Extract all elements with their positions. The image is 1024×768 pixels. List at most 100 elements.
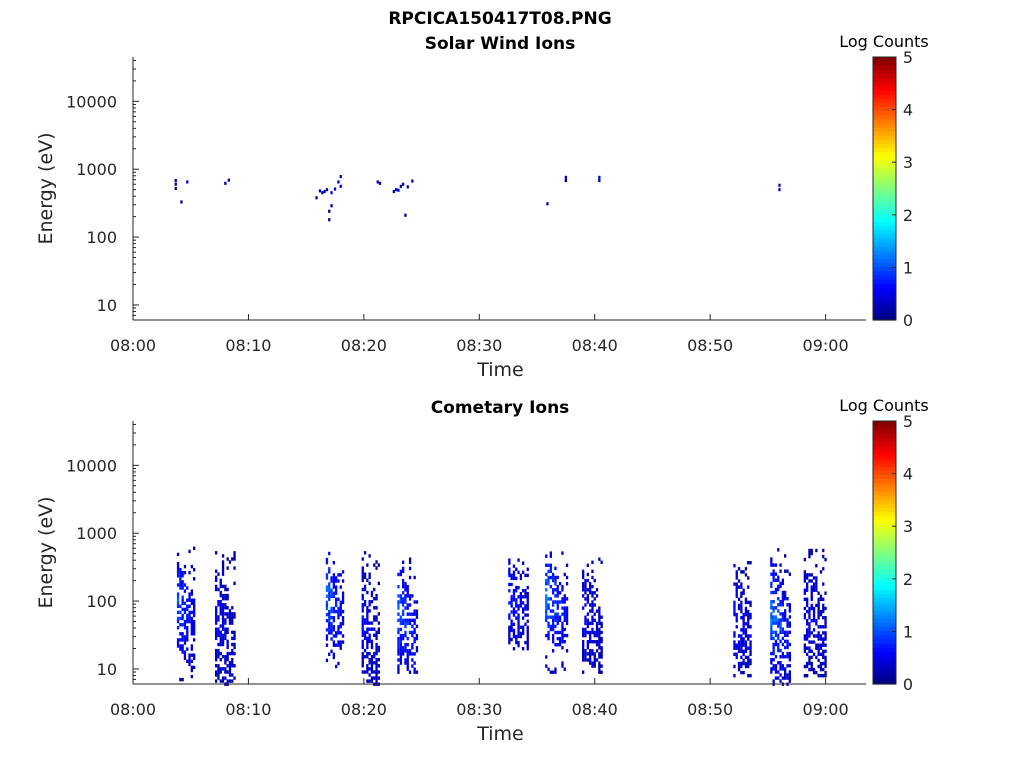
data-cell	[510, 604, 513, 608]
data-cell	[217, 618, 220, 622]
colorbar-segment	[873, 573, 896, 578]
data-cell	[549, 569, 552, 574]
data-cell	[186, 619, 189, 624]
data-cell	[744, 597, 748, 601]
data-cell	[817, 652, 820, 656]
data-cell	[224, 606, 227, 610]
colorbar-tick-label: 3	[903, 153, 913, 172]
data-cell	[552, 572, 555, 577]
data-cell	[328, 218, 331, 222]
colorbar-segment	[873, 283, 896, 288]
data-cell	[368, 636, 371, 641]
data-cell	[181, 677, 184, 682]
data-cell	[747, 625, 750, 629]
data-cell	[815, 576, 818, 580]
data-cell	[415, 646, 419, 650]
data-cell	[600, 655, 603, 659]
data-cell	[335, 643, 338, 647]
data-cell	[404, 606, 407, 610]
data-cell	[341, 570, 345, 574]
colorbar-segment	[873, 642, 896, 648]
colorbar-segment	[873, 258, 896, 264]
data-cell	[595, 649, 599, 653]
data-cell	[399, 646, 402, 650]
data-cell	[368, 679, 371, 683]
data-cell	[231, 621, 234, 625]
data-cell	[176, 595, 180, 599]
data-cell	[517, 631, 520, 636]
data-cell	[812, 609, 816, 614]
data-cell	[563, 594, 566, 598]
data-cell	[812, 582, 816, 586]
data-cell	[337, 628, 340, 632]
data-cell	[779, 673, 782, 677]
data-cell	[740, 664, 743, 669]
data-cell	[810, 661, 813, 666]
data-cell	[772, 651, 775, 656]
data-cell	[593, 597, 596, 601]
data-cell	[519, 598, 522, 602]
data-cell	[176, 641, 180, 645]
data-cell	[193, 568, 196, 572]
data-cell	[512, 573, 516, 578]
data-cell	[815, 588, 818, 592]
data-cell	[217, 676, 220, 680]
data-cell	[806, 622, 809, 626]
data-cell	[591, 615, 594, 619]
data-cell	[556, 630, 559, 635]
data-cell	[600, 615, 603, 619]
data-cell	[774, 615, 778, 619]
colorbar-segment	[873, 118, 896, 124]
data-cell	[226, 612, 229, 616]
data-cell	[749, 603, 752, 608]
colorbar-segment	[873, 470, 896, 476]
colorbar-segment	[873, 618, 896, 623]
colorbar-segment	[873, 445, 896, 451]
data-cell	[408, 612, 412, 616]
data-cell	[737, 603, 741, 608]
data-cell	[822, 637, 825, 641]
data-cell	[325, 606, 329, 611]
data-cell	[517, 585, 520, 590]
data-cell	[375, 648, 378, 653]
data-cell	[744, 634, 748, 638]
data-cell	[591, 575, 594, 580]
colorbar-segment	[873, 106, 896, 112]
data-cell	[591, 661, 594, 665]
data-cell	[558, 643, 562, 647]
data-cell	[221, 569, 225, 573]
colorbar-segment	[873, 482, 896, 488]
data-cell	[193, 546, 196, 550]
data-cell	[363, 655, 367, 659]
data-cell	[554, 615, 557, 619]
data-cell	[325, 561, 329, 565]
colorbar-segment	[873, 65, 896, 70]
data-cell	[193, 656, 196, 660]
data-cell	[786, 569, 789, 573]
data-cell	[770, 651, 773, 656]
data-cell	[779, 679, 782, 683]
data-cell	[591, 591, 594, 595]
data-cell	[399, 649, 402, 653]
data-cell	[228, 621, 232, 625]
data-cell	[803, 616, 806, 620]
colorbar-segment	[873, 213, 896, 218]
data-cell	[556, 606, 559, 610]
data-cell	[810, 603, 813, 608]
data-cell	[824, 619, 827, 623]
data-cell	[815, 619, 818, 623]
data-cell	[406, 185, 409, 189]
data-cell	[561, 597, 564, 601]
data-cell	[740, 606, 743, 611]
data-cell	[217, 630, 220, 634]
data-cell	[774, 563, 778, 567]
data-cell	[193, 623, 196, 627]
data-cell	[411, 658, 414, 662]
data-cell	[512, 610, 516, 614]
data-cell	[777, 618, 780, 622]
data-cell	[742, 643, 745, 647]
data-cell	[361, 597, 364, 601]
data-cell	[186, 586, 189, 590]
data-cell	[788, 658, 791, 662]
colorbar-segment	[873, 437, 896, 443]
